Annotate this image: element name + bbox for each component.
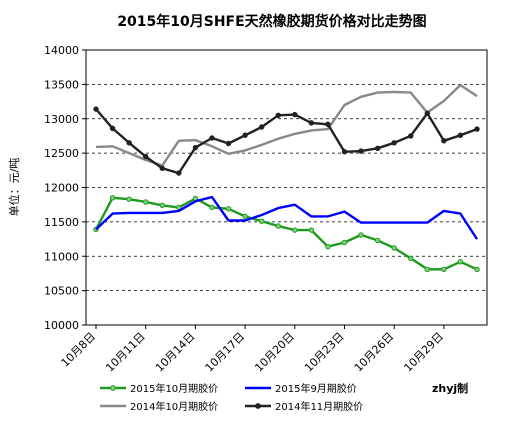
series-point-1 — [159, 202, 165, 209]
series-point-1 — [441, 266, 447, 273]
legend: 2015年10月期胶价 2015年9月期胶价 2014年10月期胶价 2014年11月… — [100, 382, 363, 413]
series-point-4 — [292, 111, 298, 118]
series-point-4 — [209, 135, 215, 141]
y-tick-label: 14000 — [44, 44, 79, 57]
legend-marker — [255, 403, 261, 409]
series-point-4 — [358, 148, 364, 154]
legend-label: 2014年11月期胶价 — [275, 400, 363, 413]
series-line-4 — [95, 108, 478, 175]
y-tick-label: 13000 — [44, 113, 79, 126]
series-point-4 — [242, 132, 248, 138]
series-point-1 — [341, 239, 348, 246]
series-point-1 — [225, 206, 232, 212]
series-point-1 — [408, 255, 414, 262]
series-point-4 — [441, 138, 447, 144]
series-point-4 — [93, 106, 99, 112]
y-tick-label: 10500 — [44, 285, 79, 298]
series-layer — [93, 83, 480, 273]
series-point-1 — [308, 227, 315, 233]
series-point-4 — [258, 124, 265, 130]
y-axis: 10000 10500 11000 11500 12000 12500 13000 13500… — [44, 44, 86, 332]
legend-label: 2015年10月期胶价 — [130, 382, 218, 395]
series-point-1 — [424, 266, 431, 273]
series-point-1 — [391, 245, 397, 251]
series-point-1 — [242, 213, 248, 220]
legend-label: 2014年10月期胶价 — [130, 400, 218, 413]
series-point-4 — [192, 144, 199, 151]
series-point-1 — [457, 259, 464, 265]
series-point-4 — [275, 112, 281, 119]
series-point-4 — [341, 149, 348, 155]
credit-label: zhyj制 — [432, 381, 468, 395]
legend-label: 2015年9月期胶价 — [275, 382, 357, 395]
series-point-4 — [424, 110, 431, 116]
series-point-4 — [474, 126, 480, 132]
y-tick-label: 10000 — [44, 319, 79, 332]
series-point-1 — [358, 232, 364, 238]
series-point-1 — [209, 204, 215, 211]
y-tick-label: 11000 — [44, 250, 79, 263]
y-tick-label: 13500 — [44, 78, 79, 91]
series-point-1 — [258, 218, 265, 224]
series-point-4 — [159, 165, 165, 171]
series-line-2 — [95, 195, 479, 240]
series-point-1 — [325, 243, 331, 250]
series-point-1 — [275, 223, 281, 229]
series-point-4 — [126, 140, 132, 146]
y-tick-label: 11500 — [44, 216, 79, 229]
series-point-4 — [308, 120, 315, 126]
series-point-1 — [292, 227, 298, 233]
series-line-3 — [95, 83, 478, 167]
series-point-4 — [391, 140, 397, 146]
series-point-4 — [374, 145, 381, 152]
series-point-1 — [109, 195, 116, 201]
series-point-1 — [374, 237, 381, 244]
series-point-4 — [408, 133, 414, 139]
y-tick-label: 12500 — [44, 147, 79, 160]
series-point-4 — [225, 140, 232, 147]
series-line-1 — [94, 196, 478, 271]
grid-layer — [86, 83, 487, 292]
series-point-4 — [142, 153, 149, 160]
legend-marker — [110, 385, 116, 391]
series-point-4 — [457, 132, 464, 138]
y-tick-label: 12000 — [44, 182, 79, 195]
series-point-1 — [474, 266, 480, 273]
series-point-4 — [109, 125, 116, 132]
chart-title: 2015年10月SHFE天然橡胶期货价格对比走势图 — [117, 13, 426, 30]
series-point-4 — [325, 121, 331, 127]
y-axis-label: 单位：元/吨 — [7, 158, 21, 217]
series-point-1 — [126, 196, 132, 202]
series-point-4 — [176, 170, 182, 176]
series-point-1 — [142, 199, 149, 205]
